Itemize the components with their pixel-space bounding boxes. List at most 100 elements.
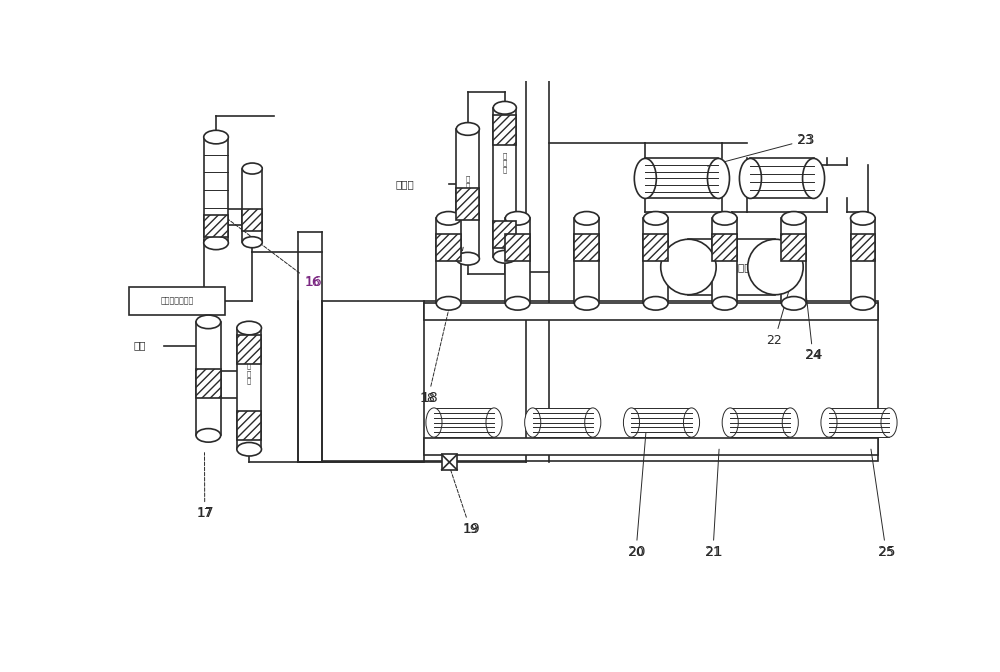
Bar	[781, 218, 806, 303]
Text: 23: 23	[797, 133, 815, 146]
Bar	[196, 369, 221, 398]
Ellipse shape	[574, 296, 599, 310]
Bar	[442, 454, 457, 470]
Ellipse shape	[456, 122, 479, 135]
Text: 18: 18	[420, 247, 463, 405]
Bar	[196, 322, 221, 435]
Ellipse shape	[683, 408, 700, 437]
Bar	[237, 328, 261, 450]
Bar	[730, 408, 790, 437]
Bar	[456, 188, 479, 220]
Bar	[242, 209, 262, 230]
Bar	[851, 218, 875, 303]
Ellipse shape	[525, 408, 541, 437]
Bar	[129, 287, 225, 314]
Bar	[434, 408, 494, 437]
Ellipse shape	[803, 159, 825, 198]
Ellipse shape	[748, 239, 803, 295]
Text: 17: 17	[197, 506, 214, 520]
Bar	[643, 218, 668, 303]
Ellipse shape	[707, 159, 729, 198]
Bar	[750, 159, 814, 198]
Text: 17: 17	[197, 453, 213, 520]
Text: 四甲基氢氧化铵: 四甲基氢氧化铵	[160, 296, 193, 305]
Bar	[829, 408, 889, 437]
Text: 苯胺－水储罐: 苯胺－水储罐	[713, 262, 751, 272]
Ellipse shape	[712, 212, 737, 225]
Ellipse shape	[242, 237, 262, 248]
Ellipse shape	[505, 296, 530, 310]
Text: 25: 25	[871, 449, 894, 558]
Text: 16: 16	[305, 276, 322, 289]
Ellipse shape	[196, 429, 221, 442]
Text: 25: 25	[878, 545, 896, 558]
Text: 21: 21	[705, 545, 723, 558]
Ellipse shape	[204, 236, 228, 250]
Text: 16: 16	[222, 215, 320, 289]
Bar	[574, 218, 599, 303]
Text: 精
处
理: 精 处 理	[503, 153, 507, 173]
Bar	[645, 159, 718, 198]
Ellipse shape	[456, 253, 479, 265]
Bar	[712, 234, 737, 261]
Ellipse shape	[643, 296, 668, 310]
Bar	[424, 303, 878, 320]
Text: 19: 19	[462, 521, 480, 536]
Text: 硝基苯: 硝基苯	[395, 179, 414, 189]
Bar	[456, 129, 479, 259]
Text: 19: 19	[450, 468, 478, 536]
Ellipse shape	[436, 212, 461, 225]
Ellipse shape	[493, 251, 516, 263]
Bar	[237, 335, 261, 364]
Bar	[781, 234, 806, 261]
Text: 23: 23	[708, 134, 813, 166]
Ellipse shape	[851, 212, 875, 225]
Text: 24: 24	[803, 269, 821, 362]
Ellipse shape	[661, 239, 716, 295]
Ellipse shape	[486, 408, 502, 437]
Bar	[631, 408, 692, 437]
Ellipse shape	[505, 212, 530, 225]
Bar	[643, 234, 668, 261]
Text: 脱
气
气: 脱 气 气	[466, 175, 470, 196]
Ellipse shape	[881, 408, 897, 437]
Bar	[574, 234, 599, 261]
Ellipse shape	[196, 315, 221, 329]
Ellipse shape	[643, 212, 668, 225]
Text: 21: 21	[705, 449, 721, 558]
Ellipse shape	[634, 159, 656, 198]
Bar	[712, 218, 737, 303]
Ellipse shape	[237, 321, 261, 335]
Bar	[436, 234, 461, 261]
Text: 20: 20	[628, 433, 646, 558]
Text: 脱
气
气: 脱 气 气	[206, 372, 210, 393]
Bar	[533, 408, 593, 437]
Ellipse shape	[821, 408, 837, 437]
Text: 24: 24	[805, 348, 823, 362]
Text: 18: 18	[420, 390, 438, 405]
Bar	[424, 438, 878, 455]
Ellipse shape	[237, 442, 261, 456]
Ellipse shape	[574, 212, 599, 225]
FancyBboxPatch shape	[688, 239, 775, 295]
Ellipse shape	[493, 101, 516, 114]
Bar	[204, 215, 228, 237]
Ellipse shape	[436, 296, 461, 310]
Bar	[237, 411, 261, 440]
Bar	[204, 137, 228, 243]
Ellipse shape	[712, 296, 737, 310]
Ellipse shape	[782, 408, 798, 437]
Ellipse shape	[204, 130, 228, 144]
Text: 精
处
理: 精 处 理	[247, 363, 251, 384]
Bar	[851, 234, 875, 261]
Text: 22: 22	[767, 277, 793, 347]
Bar	[505, 218, 530, 303]
Text: 20: 20	[628, 545, 646, 558]
Bar	[493, 116, 516, 144]
Ellipse shape	[585, 408, 601, 437]
Bar	[436, 218, 461, 303]
Ellipse shape	[722, 408, 738, 437]
Bar	[505, 234, 530, 261]
Ellipse shape	[426, 408, 442, 437]
Ellipse shape	[851, 296, 875, 310]
